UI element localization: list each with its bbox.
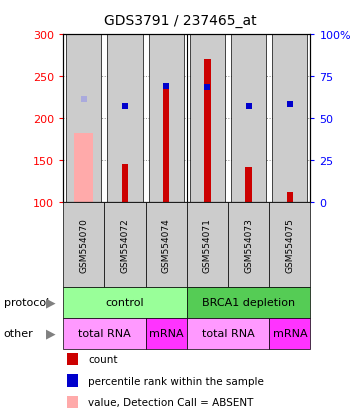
Text: GDS3791 / 237465_at: GDS3791 / 237465_at <box>104 14 257 28</box>
Bar <box>163 87 169 202</box>
Text: BRCA1 depletion: BRCA1 depletion <box>202 297 295 308</box>
Bar <box>74 134 93 202</box>
Text: GSM554073: GSM554073 <box>244 217 253 272</box>
Bar <box>231 35 266 202</box>
Text: GSM554071: GSM554071 <box>203 217 212 272</box>
Text: protocol: protocol <box>4 297 49 308</box>
Bar <box>122 165 128 202</box>
Text: ▶: ▶ <box>46 327 56 340</box>
Text: total RNA: total RNA <box>202 328 255 339</box>
Text: mRNA: mRNA <box>273 328 307 339</box>
Text: total RNA: total RNA <box>78 328 131 339</box>
Text: GSM554072: GSM554072 <box>121 217 130 272</box>
Text: percentile rank within the sample: percentile rank within the sample <box>88 376 264 386</box>
Text: mRNA: mRNA <box>149 328 183 339</box>
Bar <box>108 35 143 202</box>
Bar <box>272 35 307 202</box>
Bar <box>149 35 184 202</box>
Bar <box>190 35 225 202</box>
Text: count: count <box>88 354 118 364</box>
Bar <box>204 60 210 202</box>
Text: control: control <box>106 297 144 308</box>
Text: value, Detection Call = ABSENT: value, Detection Call = ABSENT <box>88 397 254 407</box>
Text: other: other <box>4 328 33 339</box>
Text: GSM554074: GSM554074 <box>162 217 171 272</box>
Bar <box>245 167 252 202</box>
Bar <box>66 35 101 202</box>
Text: GSM554075: GSM554075 <box>285 217 294 272</box>
Bar <box>287 192 293 202</box>
Text: ▶: ▶ <box>46 296 56 309</box>
Text: GSM554070: GSM554070 <box>79 217 88 272</box>
